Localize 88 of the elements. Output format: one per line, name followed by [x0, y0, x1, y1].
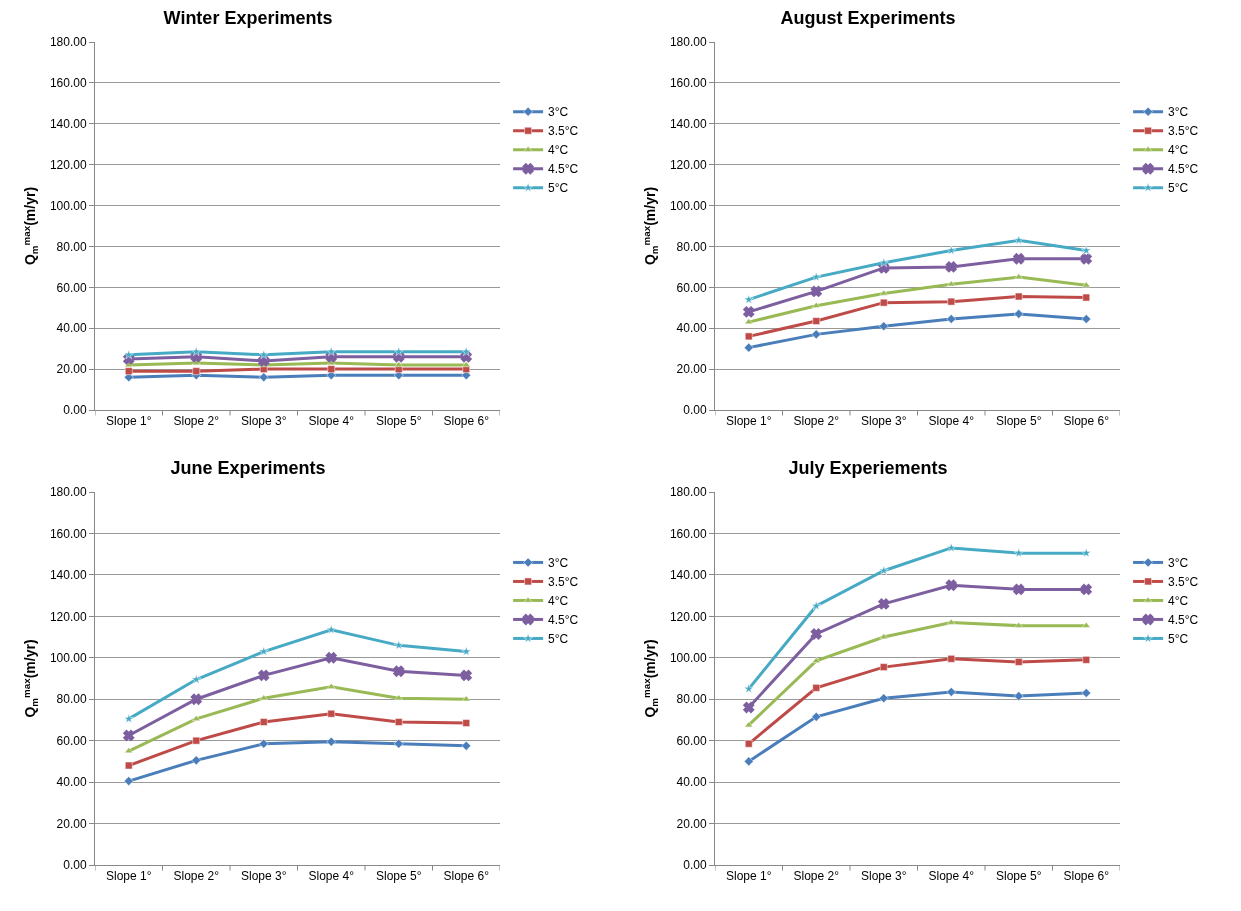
- legend-label: 4°C: [1168, 143, 1189, 158]
- y-tick-label: 180.00: [669, 485, 707, 500]
- y-tick-label: 80.00: [56, 239, 87, 254]
- x-tick-label: Slope 5°: [376, 414, 422, 429]
- x-tick-label: Slope 5°: [996, 414, 1042, 429]
- legend-label: 4.5°C: [1168, 162, 1199, 177]
- y-tick-label: 120.00: [669, 157, 707, 172]
- y-tick-label: 20.00: [56, 816, 87, 831]
- x-tick-label: Slope 5°: [996, 869, 1042, 884]
- y-tick-label: 80.00: [676, 692, 707, 707]
- x-tick-label: Slope 2°: [173, 869, 220, 884]
- x-tick-label: Slope 3°: [241, 414, 287, 429]
- chart-title: July Experiements: [788, 457, 948, 478]
- y-tick-label: 120.00: [49, 157, 87, 172]
- y-tick-label: 60.00: [56, 280, 87, 295]
- x-tick-label: Slope 4°: [928, 869, 975, 884]
- x-tick-label: Slope 1°: [106, 869, 152, 884]
- y-tick-label: 160.00: [49, 526, 87, 541]
- y-tick-label: 80.00: [676, 239, 707, 254]
- y-tick-label: 0.00: [63, 858, 87, 873]
- y-tick-label: 80.00: [56, 692, 87, 707]
- y-tick-label: 160.00: [669, 76, 707, 91]
- legend-label: 3.5°C: [1168, 575, 1199, 590]
- legend-label: 5°C: [548, 181, 569, 196]
- y-tick-label: 60.00: [676, 733, 707, 748]
- legend-label: 4.5°C: [548, 613, 579, 628]
- y-tick-label: 100.00: [49, 650, 87, 665]
- x-tick-label: Slope 4°: [308, 869, 355, 884]
- y-tick-label: 0.00: [683, 403, 707, 418]
- legend-label: 3°C: [548, 105, 569, 120]
- x-tick-label: Slope 5°: [376, 869, 422, 884]
- y-tick-label: 160.00: [49, 76, 87, 91]
- chart-title: Winter Experiments: [163, 7, 333, 28]
- x-tick-label: Slope 3°: [861, 414, 907, 429]
- x-tick-label: Slope 6°: [1063, 414, 1110, 429]
- y-tick-label: 0.00: [63, 403, 87, 418]
- x-tick-label: Slope 3°: [861, 869, 907, 884]
- x-tick-label: Slope 6°: [1063, 869, 1110, 884]
- y-tick-label: 20.00: [676, 816, 707, 831]
- legend-label: 5°C: [1168, 181, 1189, 196]
- y-tick-label: 180.00: [49, 35, 87, 50]
- x-tick-label: Slope 1°: [726, 414, 772, 429]
- y-tick-label: 140.00: [669, 568, 707, 583]
- y-tick-label: 120.00: [49, 609, 87, 624]
- y-tick-label: 60.00: [676, 280, 707, 295]
- y-tick-label: 100.00: [49, 198, 87, 213]
- x-tick-label: Slope 2°: [793, 869, 840, 884]
- x-tick-label: Slope 2°: [173, 414, 220, 429]
- y-tick-label: 100.00: [669, 198, 707, 213]
- y-tick-label: 140.00: [669, 116, 707, 131]
- legend-label: 3.5°C: [548, 575, 579, 590]
- y-tick-label: 40.00: [676, 321, 707, 336]
- legend-label: 3.5°C: [1168, 124, 1199, 139]
- x-tick-label: Slope 3°: [241, 869, 287, 884]
- y-tick-label: 180.00: [49, 485, 87, 500]
- legend-label: 4°C: [548, 594, 569, 609]
- y-tick-label: 0.00: [683, 858, 707, 873]
- y-tick-label: 100.00: [669, 650, 707, 665]
- x-tick-label: Slope 6°: [443, 869, 490, 884]
- legend-label: 3.5°C: [548, 124, 579, 139]
- x-tick-label: Slope 6°: [443, 414, 490, 429]
- legend-label: 4.5°C: [1168, 613, 1199, 628]
- x-tick-label: Slope 4°: [928, 414, 975, 429]
- legend-label: 4°C: [1168, 594, 1189, 609]
- legend-label: 3°C: [1168, 105, 1189, 120]
- y-tick-label: 20.00: [56, 362, 87, 377]
- y-tick-label: 20.00: [676, 362, 707, 377]
- chart-title: June Experiments: [170, 457, 326, 478]
- legend-label: 4.5°C: [548, 162, 579, 177]
- legend-label: 4°C: [548, 143, 569, 158]
- y-tick-label: 180.00: [669, 35, 707, 50]
- legend-label: 5°C: [548, 632, 569, 647]
- y-tick-label: 140.00: [49, 568, 87, 583]
- x-tick-label: Slope 2°: [793, 414, 840, 429]
- y-tick-label: 40.00: [56, 775, 87, 790]
- chart-title: August Experiments: [780, 7, 956, 28]
- y-tick-label: 40.00: [676, 775, 707, 790]
- x-tick-label: Slope 4°: [308, 414, 355, 429]
- y-tick-label: 60.00: [56, 733, 87, 748]
- y-tick-label: 40.00: [56, 321, 87, 336]
- legend-label: 3°C: [1168, 556, 1189, 571]
- legend-label: 5°C: [1168, 632, 1189, 647]
- x-tick-label: Slope 1°: [106, 414, 152, 429]
- legend-label: 3°C: [548, 556, 569, 571]
- y-tick-label: 160.00: [669, 526, 707, 541]
- x-tick-label: Slope 1°: [726, 869, 772, 884]
- y-tick-label: 120.00: [669, 609, 707, 624]
- y-tick-label: 140.00: [49, 116, 87, 131]
